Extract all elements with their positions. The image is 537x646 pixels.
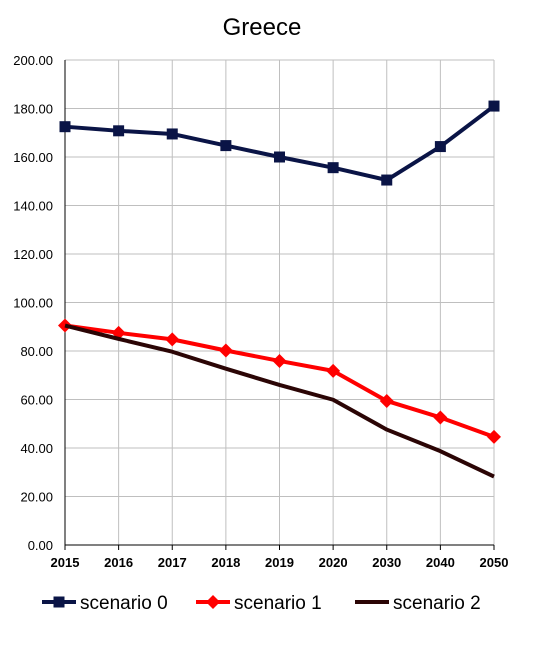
x-tick-label: 2040 (426, 555, 455, 570)
data-point (113, 125, 125, 137)
y-tick-labels: 0.00 20.00 40.00 60.00 80.00 100.00 120.00 140.… (13, 53, 53, 553)
x-tick-label: 2018 (211, 555, 240, 570)
x-tick-label: 2030 (372, 555, 401, 570)
data-point (379, 393, 394, 408)
data-point (327, 162, 339, 174)
y-tick-label: 0.00 (28, 538, 53, 553)
series-lines (58, 100, 501, 479)
data-point (326, 363, 341, 378)
data-point (220, 140, 232, 152)
legend-label: scenario 2 (393, 593, 481, 614)
y-tick-label: 40.00 (20, 441, 53, 456)
data-point (59, 121, 71, 133)
x-tick-label: 2050 (480, 555, 509, 570)
legend-label: scenario 0 (80, 593, 168, 614)
y-tick-label: 80.00 (20, 344, 53, 359)
x-tick-label: 2020 (319, 555, 348, 570)
y-tick-label: 160.00 (13, 150, 53, 165)
axes (64, 60, 495, 550)
legend-marker (206, 595, 220, 609)
series-line (64, 323, 495, 479)
y-tick-label: 200.00 (13, 53, 53, 68)
data-point (433, 410, 448, 425)
legend-marker (53, 596, 65, 608)
y-tick-label: 60.00 (20, 393, 53, 408)
x-tick-label: 2015 (51, 555, 80, 570)
chart-title: Greece (223, 14, 302, 41)
data-point (488, 100, 500, 112)
data-point (272, 353, 287, 368)
data-point (165, 332, 180, 347)
y-tick-label: 140.00 (13, 199, 53, 214)
data-point (274, 151, 285, 163)
data-point (381, 174, 393, 186)
x-tick-label: 2019 (265, 555, 294, 570)
x-tick-label: 2017 (158, 555, 187, 570)
data-point (434, 141, 446, 153)
y-tick-label: 180.00 (13, 102, 53, 117)
y-tick-label: 100.00 (13, 296, 53, 311)
series-scenario-0 (59, 100, 500, 186)
series-scenario-2 (64, 323, 495, 479)
x-tick-labels: 2015 2016 2017 2018 2019 2020 2030 2040 2050 (51, 555, 509, 570)
legend-item: scenario 0 (42, 593, 168, 614)
legend-label: scenario 1 (234, 593, 322, 614)
data-point (487, 429, 501, 444)
x-tick-label: 2016 (104, 555, 133, 570)
y-tick-label: 20.00 (20, 490, 53, 505)
data-point (218, 343, 233, 358)
legend-item: scenario 1 (196, 593, 322, 614)
legend: scenario 0 scenario 1 scenario 2 (42, 593, 481, 614)
y-tick-label: 120.00 (13, 247, 53, 262)
data-point (166, 128, 178, 140)
legend-item: scenario 2 (355, 593, 481, 614)
